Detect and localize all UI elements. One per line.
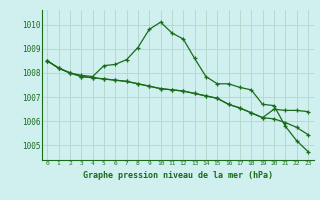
- X-axis label: Graphe pression niveau de la mer (hPa): Graphe pression niveau de la mer (hPa): [83, 171, 273, 180]
